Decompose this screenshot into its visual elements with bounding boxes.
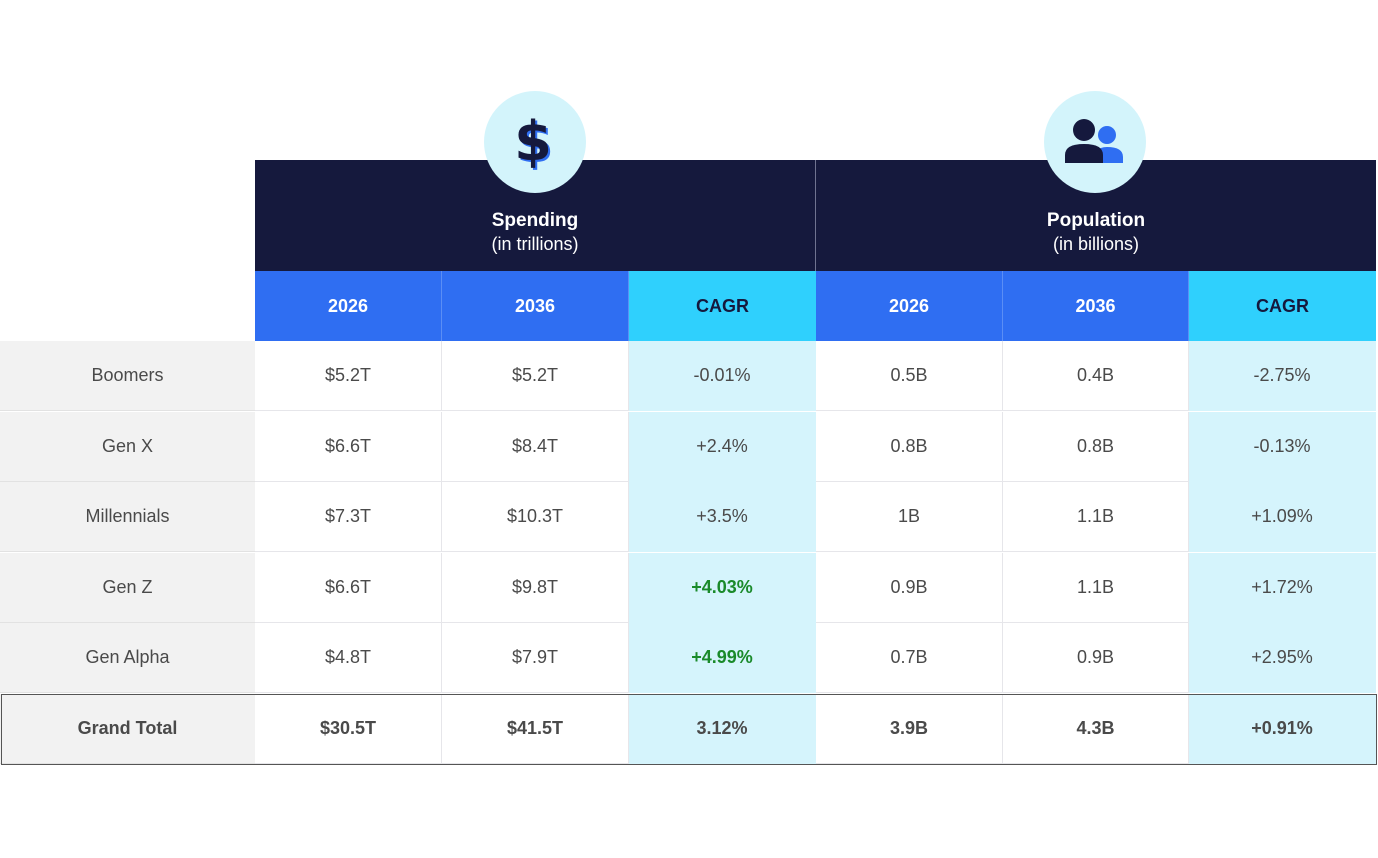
table-cell: -0.01% <box>629 341 816 411</box>
row-label: Millennials <box>0 482 255 552</box>
col-spending-cagr: CAGR <box>629 271 816 341</box>
table-cell: 3.9B <box>816 694 1003 764</box>
col-spending-2036: 2036 <box>442 271 629 341</box>
svg-text:$: $ <box>514 114 552 170</box>
people-icon <box>1044 91 1146 193</box>
table-cell: $5.2T <box>442 341 629 411</box>
table-cell: $4.8T <box>255 623 442 693</box>
table-cell: 1.1B <box>1003 553 1189 623</box>
table-cell: +4.99% <box>629 623 816 693</box>
table-cell: +0.91% <box>1189 694 1376 764</box>
table-cell: $30.5T <box>255 694 442 764</box>
table-cell: $5.2T <box>255 341 442 411</box>
table-cell: +2.4% <box>629 412 816 482</box>
table-cell: $6.6T <box>255 553 442 623</box>
dollar-icon: $ $ <box>484 91 586 193</box>
table-cell: $41.5T <box>442 694 629 764</box>
row-label: Gen Alpha <box>0 623 255 693</box>
row-label: Grand Total <box>0 694 255 764</box>
table-cell: $8.4T <box>442 412 629 482</box>
table-cell: 0.5B <box>816 341 1003 411</box>
col-population-cagr: CAGR <box>1189 271 1376 341</box>
table-cell: +1.72% <box>1189 553 1376 623</box>
table-cell: 0.8B <box>1003 412 1189 482</box>
row-label: Boomers <box>0 341 255 411</box>
table-cell: 1.1B <box>1003 482 1189 552</box>
col-population-2026: 2026 <box>816 271 1003 341</box>
table-cell: +3.5% <box>629 482 816 552</box>
row-label: Gen X <box>0 412 255 482</box>
table-cell: $10.3T <box>442 482 629 552</box>
svg-text:$: $ <box>516 114 554 170</box>
table-cell: 0.4B <box>1003 341 1189 411</box>
population-subtitle: (in billions) <box>1052 234 1140 254</box>
table-cell: +2.95% <box>1189 623 1376 693</box>
table-cell: $7.3T <box>255 482 442 552</box>
spending-subtitle: (in trillions) <box>491 234 579 254</box>
table-cell: 0.7B <box>816 623 1003 693</box>
table-cell: 0.9B <box>816 553 1003 623</box>
table-cell: $9.8T <box>442 553 629 623</box>
table-cell: $6.6T <box>255 412 442 482</box>
table-cell: -2.75% <box>1189 341 1376 411</box>
table-cell: +4.03% <box>629 553 816 623</box>
table-cell: 1B <box>816 482 1003 552</box>
table-cell: 0.8B <box>816 412 1003 482</box>
col-population-2036: 2036 <box>1003 271 1189 341</box>
table-cell: -0.13% <box>1189 412 1376 482</box>
table-cell: 0.9B <box>1003 623 1189 693</box>
table-cell: $7.9T <box>442 623 629 693</box>
table-cell: +1.09% <box>1189 482 1376 552</box>
spending-title: Spending <box>491 210 579 231</box>
row-label: Gen Z <box>0 553 255 623</box>
col-spending-2026: 2026 <box>255 271 442 341</box>
table-cell: 3.12% <box>629 694 816 764</box>
group-divider <box>815 160 816 271</box>
population-title: Population <box>1046 210 1146 231</box>
table-cell: 4.3B <box>1003 694 1189 764</box>
